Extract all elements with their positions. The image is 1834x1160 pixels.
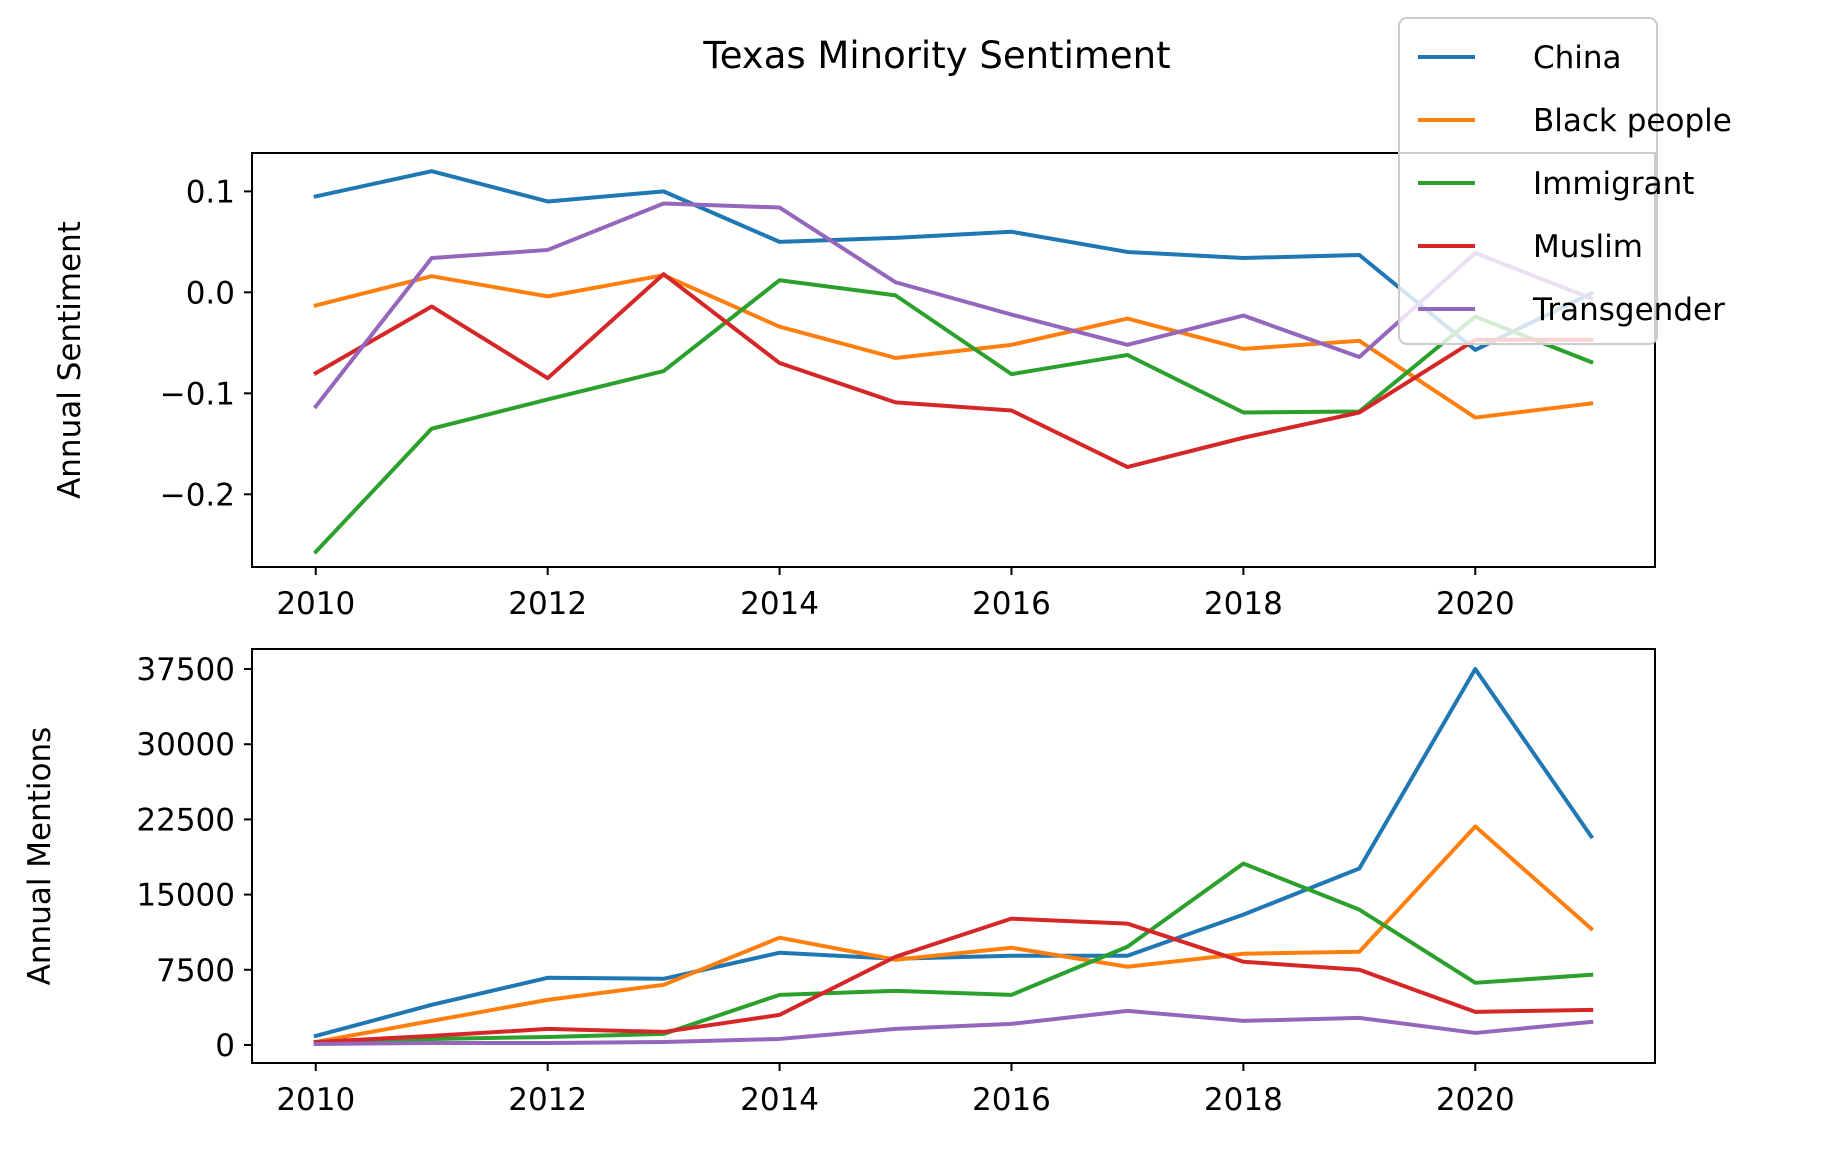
x-tick-label: 2016: [972, 1082, 1051, 1118]
legend: China Black people Immigrant Muslim Transgen…: [1398, 17, 1732, 345]
series-line-immigrant: [312, 278, 1594, 555]
series-line-immigrant: [313, 861, 1594, 1046]
legend-label: Muslim: [1533, 229, 1643, 265]
y-tick-label: 7500: [156, 953, 235, 989]
y-tick-label: 22500: [136, 802, 235, 838]
x-tick-label: 2012: [508, 586, 587, 622]
subplot-sentiment: 2010 2012 2014 2016 2018 2020 0.1 0.0 −0.1 −0.2 An…: [52, 152, 1656, 622]
y-tick-label: 0.1: [186, 174, 235, 210]
series-line-black-people: [313, 824, 1595, 1045]
x-tick-label: 2010: [276, 586, 355, 622]
x-tick-label: 2012: [508, 1082, 587, 1118]
legend-label: China: [1533, 40, 1622, 76]
legend-item: Transgender: [1418, 292, 1725, 328]
series-line-muslim: [313, 272, 1594, 470]
legend-item: Muslim: [1418, 229, 1643, 265]
plots-layer: 2010 2012 2014 2016 2018 2020 0.1 0.0 −0.1 −0.2 An…: [22, 152, 1656, 1118]
series-line-black-people: [313, 273, 1594, 420]
y-tick-label: 0: [215, 1028, 235, 1064]
legend-label: Transgender: [1532, 292, 1725, 328]
x-tick-label: 2018: [1204, 586, 1283, 622]
legend-item: Immigrant: [1418, 166, 1694, 202]
y-tick-label: 0.0: [186, 275, 235, 311]
legend-box: [1398, 17, 1658, 345]
series-line-china: [313, 169, 1594, 352]
series-line-transgender: [312, 201, 1594, 410]
x-tick-label: 2010: [276, 1082, 355, 1118]
legend-label: Black people: [1533, 103, 1732, 139]
legend-item: China: [1418, 40, 1622, 76]
series-line-transgender: [313, 1008, 1594, 1046]
subplot-mentions: 2010 2012 2014 2016 2018 2020 37500 30000 22500 1…: [22, 648, 1656, 1118]
x-tick-label: 2018: [1204, 1082, 1283, 1118]
y-tick-label: −0.1: [160, 376, 235, 412]
series-line-china: [313, 667, 1595, 1039]
series-line-muslim: [313, 916, 1594, 1045]
figure-title: Texas Minority Sentiment: [702, 34, 1170, 77]
x-tick-label: 2014: [740, 1082, 819, 1118]
axes-frame: [251, 648, 1656, 1064]
y-axis-label: Annual Sentiment: [52, 221, 88, 499]
x-tick-label: 2020: [1436, 586, 1515, 622]
y-tick-label: 37500: [136, 652, 235, 688]
y-axis-label: Annual Mentions: [22, 727, 58, 986]
y-tick-label: −0.2: [160, 477, 235, 513]
x-tick-label: 2016: [972, 586, 1051, 622]
y-tick-label: 30000: [136, 727, 235, 763]
x-tick-label: 2020: [1436, 1082, 1515, 1118]
legend-item: Black people: [1418, 103, 1732, 139]
legend-label: Immigrant: [1533, 166, 1694, 202]
axes-frame: [251, 152, 1656, 568]
x-tick-label: 2014: [740, 586, 819, 622]
y-tick-label: 15000: [136, 878, 235, 914]
